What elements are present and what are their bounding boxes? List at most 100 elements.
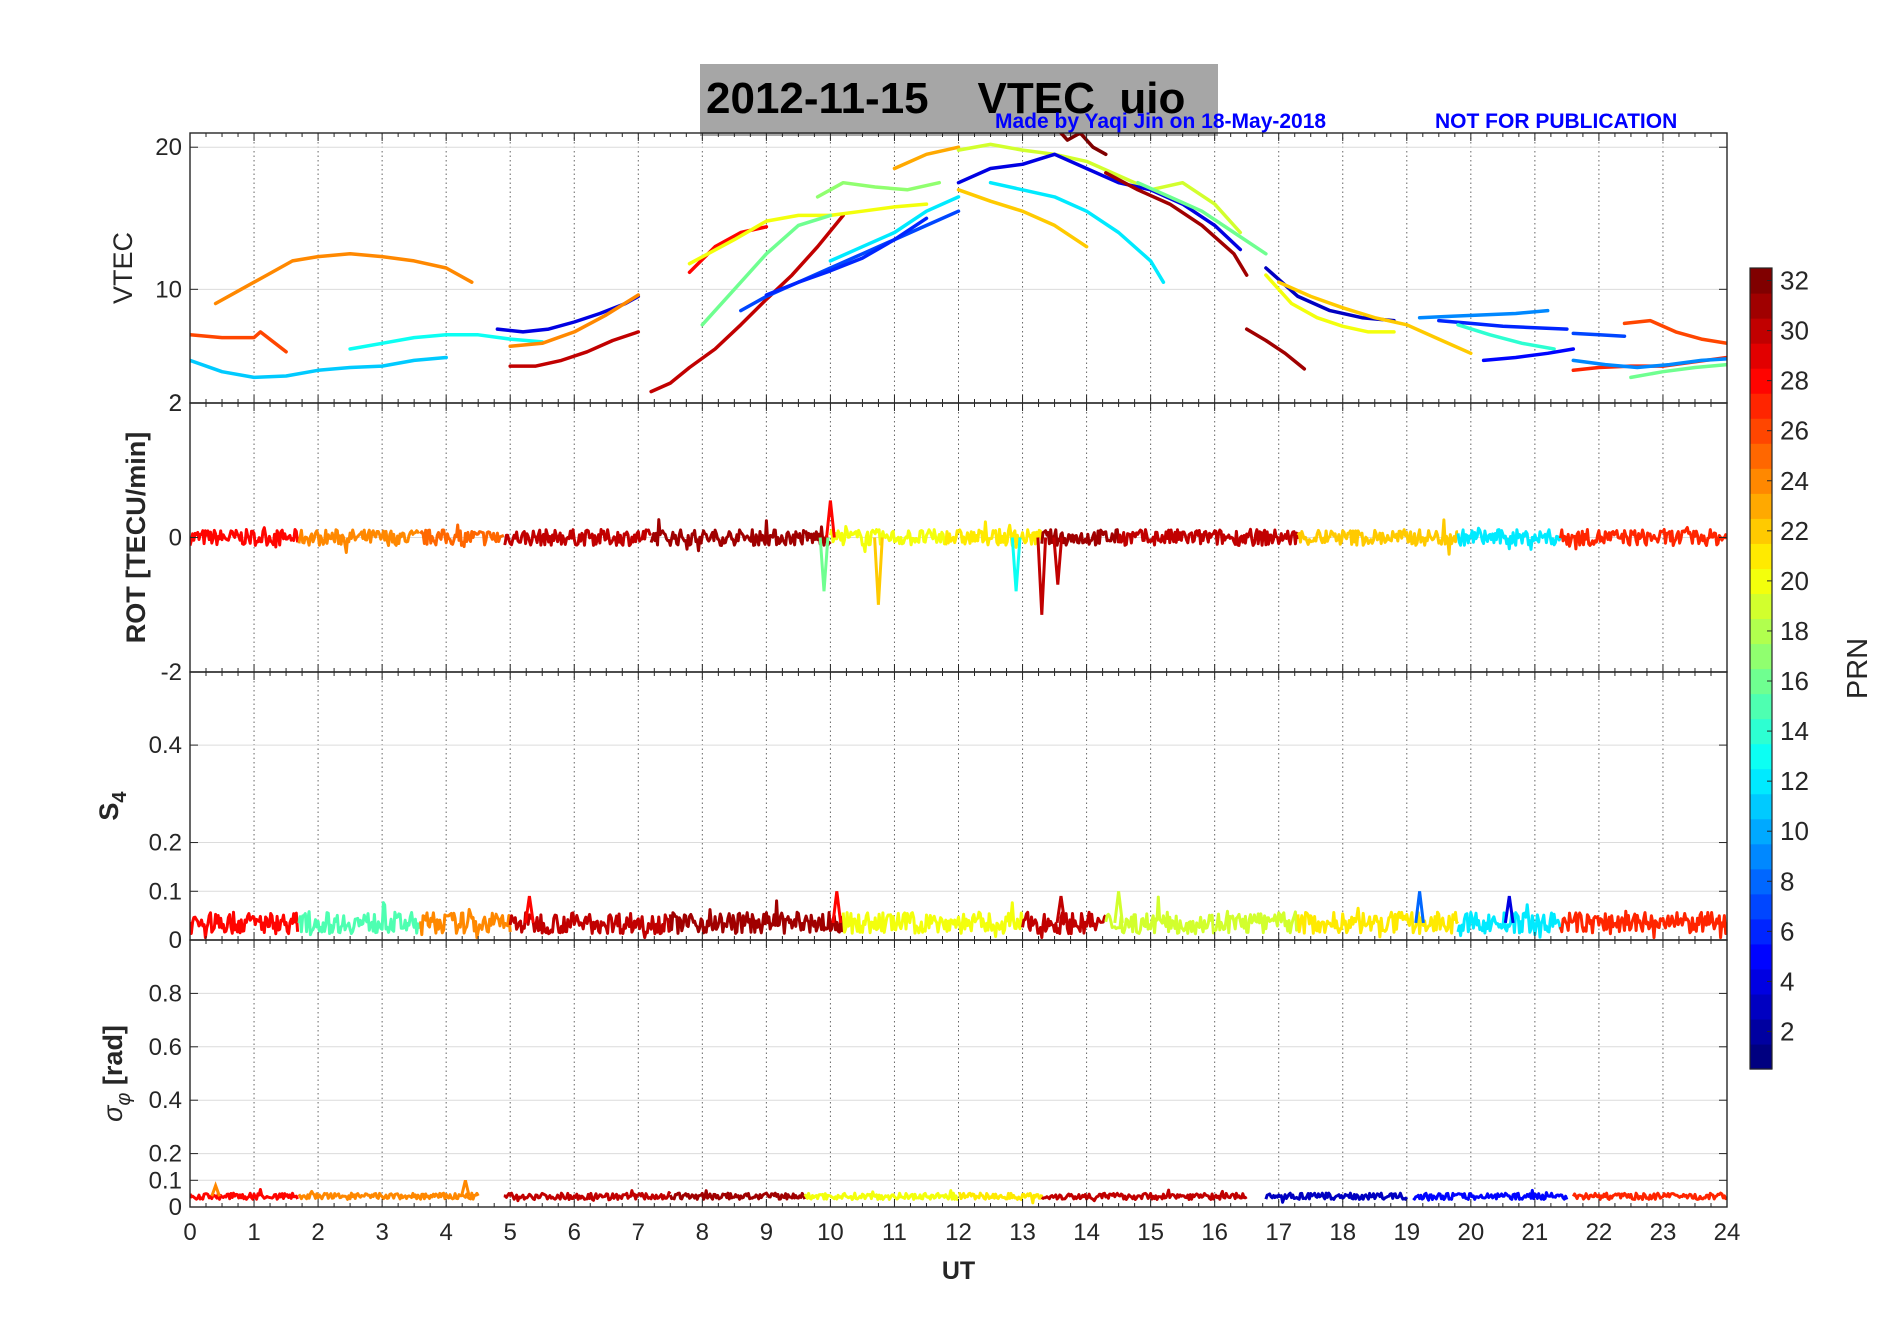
x-tick-label: 24	[1714, 1219, 1741, 1246]
x-tick-label: 19	[1393, 1219, 1420, 1246]
spike-prn-30	[1052, 537, 1064, 585]
axes-box-sigma	[189, 939, 1728, 1208]
trace-prn-19	[1104, 895, 1300, 936]
series-prn-4	[495, 294, 641, 334]
x-tick-label: 23	[1650, 1219, 1677, 1246]
trace-prn-24	[297, 1189, 480, 1201]
data-group-sigma	[190, 1179, 1727, 1205]
colorbar-swatch	[1750, 593, 1772, 620]
series-prn-7	[1571, 331, 1627, 338]
y-tick-label: 0.8	[149, 980, 182, 1007]
x-tick-label: 16	[1201, 1219, 1228, 1246]
colorbar-swatch	[1750, 418, 1772, 444]
panel-rot: -2 0 2 ROT [TECU/min]	[121, 390, 1728, 686]
spike-prn-28	[825, 500, 836, 538]
series-prn-22	[956, 188, 1089, 249]
x-tick-label: 6	[568, 1219, 581, 1246]
x-tick-label: 2	[311, 1219, 324, 1246]
trace-prn-5	[1412, 1188, 1569, 1202]
trace-prn-30	[503, 528, 653, 548]
trace-prn-22	[1296, 518, 1459, 556]
series-prn-16	[700, 213, 833, 327]
x-tick-label: 7	[632, 1219, 645, 1246]
colorbar-swatch	[1750, 993, 1772, 1020]
colorbar-swatch	[1750, 693, 1772, 720]
colorbar-tick-label: 20	[1780, 566, 1809, 596]
axes-box-s4	[189, 671, 1728, 941]
series-prn-12	[988, 180, 1166, 284]
colorbar-swatch	[1750, 493, 1772, 519]
trace-prn-25	[419, 523, 505, 549]
colorbar-swatch	[1750, 743, 1772, 770]
trace-prn-20	[803, 1189, 959, 1201]
trace-prn-12	[1456, 526, 1562, 551]
colorbar-tick-label: 28	[1780, 366, 1809, 396]
trace-prn-31	[668, 899, 845, 935]
series-prn-12	[828, 195, 961, 263]
series-prn-7	[739, 209, 961, 313]
trace-prn-30	[503, 1189, 672, 1203]
panel-vtec: 2 10 20 VTEC	[108, 132, 1728, 417]
trace-prn-15	[297, 901, 421, 937]
colorbar-tick-label: 10	[1780, 816, 1809, 846]
y-tick-label: 0	[169, 927, 182, 954]
data-group-rot	[190, 500, 1727, 615]
colorbar-tick-label: 6	[1780, 916, 1794, 946]
y-tick-label: 10	[155, 276, 182, 303]
x-tick-label: 17	[1265, 1219, 1292, 1246]
spike-prn-4	[1503, 895, 1515, 924]
y-tick-label: 20	[155, 134, 182, 161]
x-tick-label: 21	[1522, 1219, 1549, 1246]
data-group-s4	[190, 891, 1727, 940]
y-tick-label: 0.1	[149, 1167, 182, 1194]
trace-prn-27	[1559, 526, 1727, 551]
colorbar-swatch	[1750, 468, 1772, 494]
colorbar-swatch	[1750, 893, 1772, 920]
trace-prn-27	[1571, 1191, 1727, 1201]
x-tick-label: 3	[375, 1219, 388, 1246]
colorbar-swatch	[1750, 368, 1772, 394]
y-tick-label: 2	[169, 390, 182, 417]
colorbar-swatch	[1750, 843, 1772, 870]
y-tick-label: 0.6	[149, 1034, 182, 1061]
trace-prn-27	[1559, 909, 1727, 940]
trace-prn-21	[944, 520, 1044, 549]
trace-prn-30	[508, 911, 672, 940]
colorbar-swatch	[1750, 268, 1772, 294]
notice-text: NOT FOR PUBLICATION	[1435, 110, 1678, 133]
y-tick-label: 0.4	[149, 1087, 182, 1114]
colorbar-tick-label: 26	[1780, 416, 1809, 446]
trace-prn-12	[1456, 903, 1562, 939]
series-prn-31	[1104, 171, 1249, 277]
x-tick-label: 13	[1009, 1219, 1036, 1246]
colorbar-swatch	[1750, 643, 1772, 670]
colorbar-swatch	[1750, 668, 1772, 695]
colorbar-swatch	[1750, 393, 1772, 419]
series-prn-5	[1481, 347, 1576, 363]
title-background	[700, 64, 1218, 136]
data-group-vtec	[190, 133, 1727, 394]
spike-prn-22	[873, 537, 884, 605]
y-axis-label: σφ [rad]	[98, 1025, 135, 1122]
x-tick-label: 0	[183, 1219, 196, 1246]
x-tick-label: 22	[1586, 1219, 1613, 1246]
trace-prn-31	[1040, 528, 1121, 547]
series-prn-13	[348, 333, 544, 351]
spike-prn-19	[1113, 891, 1124, 924]
trace-prn-20	[828, 525, 948, 554]
series-prn-26	[190, 330, 288, 354]
y-tick-label: -2	[161, 659, 182, 686]
trace-prn-28	[190, 1188, 299, 1201]
x-tick-label: 5	[504, 1219, 517, 1246]
y-axis-label: VTEC	[108, 232, 138, 304]
trace-prn-31	[649, 518, 832, 553]
colorbar-tick-label: 18	[1780, 616, 1809, 646]
series-prn-23	[892, 145, 961, 171]
series-prn-30	[649, 213, 845, 394]
colorbar-swatch	[1750, 943, 1772, 970]
colorbar-tick-label: 2	[1780, 1016, 1794, 1046]
colorbar-tick-label: 30	[1780, 316, 1809, 346]
colorbar-swatch	[1750, 1018, 1772, 1045]
colorbar-tick-label: 32	[1780, 266, 1809, 296]
